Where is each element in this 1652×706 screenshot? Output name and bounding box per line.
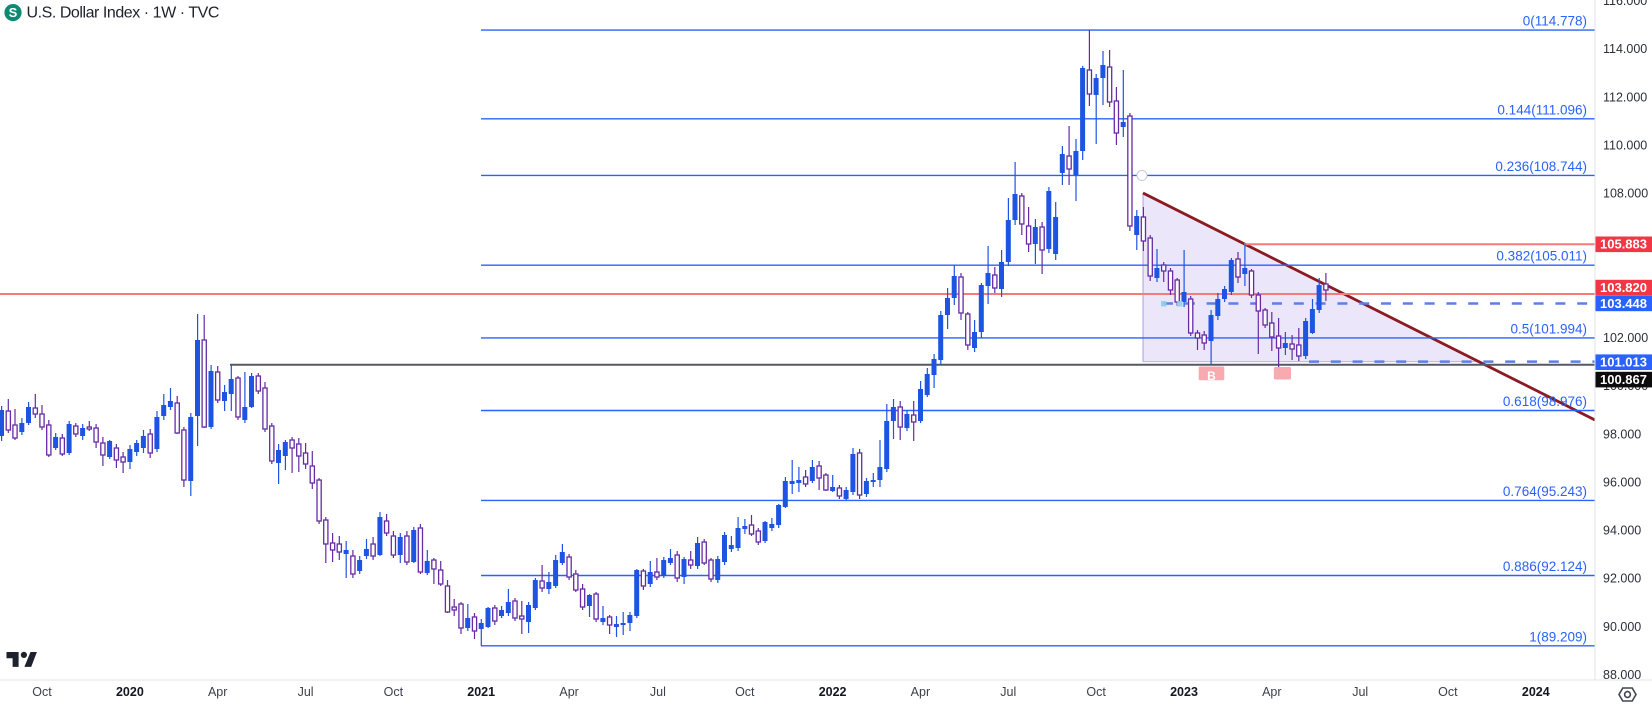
svg-text:0.5(101.994): 0.5(101.994) xyxy=(1510,321,1587,336)
svg-text:0.382(105.011): 0.382(105.011) xyxy=(1496,249,1587,264)
svg-text:108.000: 108.000 xyxy=(1603,187,1648,201)
svg-text:98.000: 98.000 xyxy=(1603,427,1641,441)
svg-text:Jul: Jul xyxy=(298,685,314,699)
svg-text:B: B xyxy=(1207,369,1216,383)
svg-text:112.000: 112.000 xyxy=(1603,90,1647,104)
svg-text:U.S. Dollar Index · 1W · TVC: U.S. Dollar Index · 1W · TVC xyxy=(27,5,220,22)
svg-text:110.000: 110.000 xyxy=(1603,139,1647,153)
svg-text:88.000: 88.000 xyxy=(1603,668,1641,682)
svg-text:Oct: Oct xyxy=(1086,685,1106,699)
svg-text:Oct: Oct xyxy=(384,685,404,699)
svg-text:Apr: Apr xyxy=(1262,685,1281,699)
svg-text:2020: 2020 xyxy=(116,685,144,699)
svg-text:0.764(95.243): 0.764(95.243) xyxy=(1503,484,1587,499)
svg-text:0(114.778): 0(114.778) xyxy=(1523,14,1587,29)
svg-text:0.144(111.096): 0.144(111.096) xyxy=(1497,102,1587,117)
svg-text:Apr: Apr xyxy=(559,685,578,699)
svg-text:Jul: Jul xyxy=(1000,685,1016,699)
svg-text:94.000: 94.000 xyxy=(1603,524,1641,538)
svg-text:Jul: Jul xyxy=(650,685,666,699)
svg-text:103.820: 103.820 xyxy=(1600,280,1647,295)
svg-text:Apr: Apr xyxy=(208,685,227,699)
svg-text:96.000: 96.000 xyxy=(1603,476,1641,490)
svg-text:Apr: Apr xyxy=(911,685,930,699)
svg-text:90.000: 90.000 xyxy=(1603,620,1641,634)
svg-text:116.000: 116.000 xyxy=(1603,0,1647,8)
svg-text:114.000: 114.000 xyxy=(1603,42,1647,56)
svg-text:Oct: Oct xyxy=(735,685,755,699)
svg-text:Jul: Jul xyxy=(1352,685,1368,699)
svg-text:2021: 2021 xyxy=(467,685,495,699)
svg-text:102.000: 102.000 xyxy=(1603,331,1648,345)
svg-text:100.867: 100.867 xyxy=(1600,372,1647,387)
svg-text:103.448: 103.448 xyxy=(1600,296,1647,311)
svg-text:101.013: 101.013 xyxy=(1600,355,1647,370)
svg-text:S: S xyxy=(9,5,18,20)
svg-text:1(89.209): 1(89.209) xyxy=(1529,629,1587,644)
svg-text:Oct: Oct xyxy=(32,685,52,699)
svg-text:92.000: 92.000 xyxy=(1603,572,1641,586)
svg-text:2022: 2022 xyxy=(819,685,847,699)
svg-text:2023: 2023 xyxy=(1170,685,1198,699)
svg-text:Oct: Oct xyxy=(1438,685,1458,699)
svg-text:0.236(108.744): 0.236(108.744) xyxy=(1495,159,1587,174)
svg-text:105.883: 105.883 xyxy=(1600,237,1647,252)
svg-text:0.886(92.124): 0.886(92.124) xyxy=(1503,559,1587,574)
svg-text:2024: 2024 xyxy=(1522,685,1550,699)
svg-text:0.618(98.976): 0.618(98.976) xyxy=(1503,394,1587,409)
